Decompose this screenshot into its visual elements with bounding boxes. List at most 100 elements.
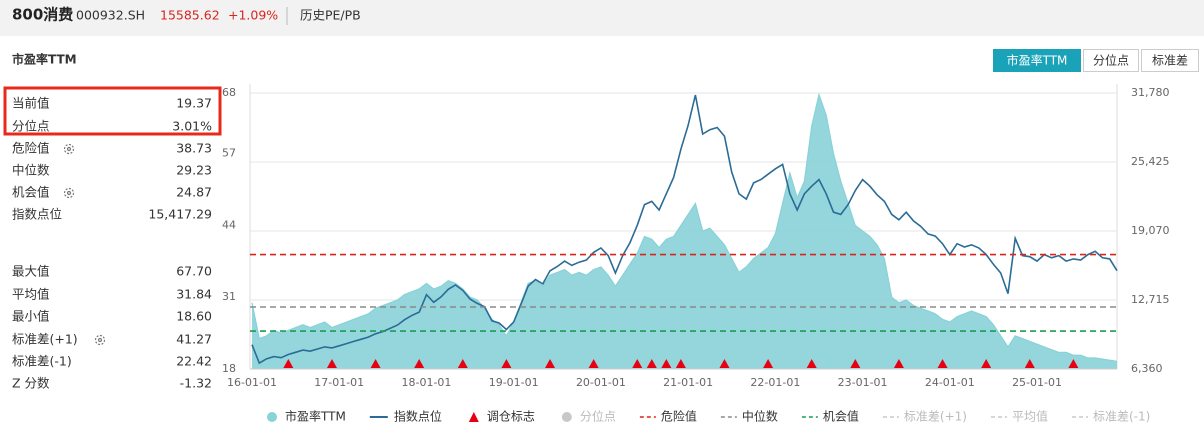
y2-tick-label: 19,070	[1131, 224, 1170, 237]
legend-label: 标准差(-1)	[1093, 410, 1150, 424]
index-change: +1.09%	[228, 8, 278, 23]
y-tick-label: 68	[222, 86, 236, 99]
stat-label: 最小值	[12, 309, 50, 324]
legend-label: 中位数	[742, 409, 778, 424]
rebalance-marker	[806, 359, 817, 368]
stat-value: -1.32	[180, 376, 212, 391]
legend-label: 指数点位	[394, 409, 442, 424]
button-label[interactable]: 分位点	[1093, 53, 1129, 68]
stat-value: 41.27	[176, 332, 212, 347]
stat-label: 中位数	[12, 163, 50, 178]
y2-tick-label: 6,360	[1131, 362, 1163, 375]
legend-item[interactable]: 市盈率TTM	[267, 409, 346, 424]
rebalance-marker	[981, 359, 992, 368]
legend-item[interactable]: 危险值	[639, 409, 697, 424]
legend-icon	[561, 412, 572, 422]
area-edge	[251, 92, 1118, 362]
x-tick-label: 16-01-01	[227, 376, 277, 389]
stat-value: 18.60	[176, 309, 212, 324]
rebalance-marker	[283, 359, 294, 368]
stat-value: 38.73	[176, 141, 212, 156]
y-tick-label: 31	[222, 290, 236, 303]
legend-label: 分位点	[580, 409, 616, 424]
button-label[interactable]: 市盈率TTM	[1007, 53, 1068, 68]
stat-label: 机会值	[12, 185, 50, 200]
tab[interactable]: 历史PE/PB	[300, 8, 361, 23]
x-tick-label: 18-01-01	[401, 376, 451, 389]
x-tick-label: 17-01-01	[314, 376, 364, 389]
button[interactable]	[1083, 49, 1139, 72]
legend-item[interactable]: 标准差(-1)	[1071, 410, 1150, 424]
index-price: 15585.62	[160, 8, 220, 23]
stat-label: Z 分数	[12, 376, 50, 391]
y2-tick-label: 31,780	[1131, 86, 1170, 99]
legend-label: 机会值	[823, 409, 859, 424]
stat-value: 3.01%	[172, 119, 212, 134]
x-tick-label: 24-01-01	[925, 376, 975, 389]
legend-item[interactable]: 指数点位	[369, 409, 442, 424]
rebalance-marker	[326, 359, 337, 368]
gear-icon[interactable]	[66, 146, 72, 152]
gear-icon[interactable]	[94, 334, 106, 346]
gear-icon[interactable]	[63, 143, 75, 155]
legend-item[interactable]: 分位点	[561, 409, 616, 424]
legend-label: 平均值	[1012, 409, 1048, 424]
gear-icon[interactable]	[63, 187, 75, 199]
stat-label: 标准差(-1)	[12, 354, 72, 369]
legend-item[interactable]: 标准差(+1)	[882, 410, 967, 424]
y-tick-label: 44	[222, 218, 236, 231]
rebalance-marker	[646, 359, 657, 368]
legend-item[interactable]: 调仓标志	[468, 410, 535, 424]
legend-label: 调仓标志	[487, 410, 535, 424]
stat-value: 67.70	[176, 264, 212, 279]
gear-icon[interactable]	[97, 337, 103, 343]
stat-label: 指数点位	[12, 207, 62, 222]
gear-icon[interactable]	[66, 190, 72, 196]
legend-icon	[468, 412, 479, 422]
x-tick-label: 21-01-01	[663, 376, 713, 389]
index-name: 800消费	[12, 6, 73, 24]
x-tick-label: 23-01-01	[838, 376, 888, 389]
stat-label: 最大值	[12, 264, 50, 279]
button-label[interactable]: 标准差	[1152, 54, 1188, 68]
rebalance-marker	[937, 359, 948, 368]
y-tick-label: 18	[222, 362, 236, 375]
rebalance-marker	[1024, 359, 1035, 368]
rebalance-marker	[675, 359, 686, 368]
rebalance-marker	[1068, 359, 1079, 368]
stat-value: 29.23	[176, 163, 212, 178]
x-tick-label: 19-01-01	[489, 376, 539, 389]
rebalance-marker	[588, 359, 599, 368]
rebalance-marker	[893, 359, 904, 368]
index-code: 000932.SH	[76, 8, 145, 23]
header-bar	[0, 0, 1204, 36]
rebalance-marker	[370, 359, 381, 368]
legend-item[interactable]: 中位数	[720, 409, 778, 424]
legend-item[interactable]: 机会值	[801, 409, 859, 424]
stats-panel: 当前值 19.37 分位点 3.01% 危险值 38.73 中位数 29.23 …	[3, 86, 222, 391]
rebalance-marker	[457, 359, 468, 368]
rebalance-marker	[632, 359, 643, 368]
legend-item[interactable]: 平均值	[990, 409, 1048, 424]
y-tick-label: 57	[222, 147, 236, 160]
stat-label: 分位点	[12, 119, 50, 134]
rebalance-marker	[719, 359, 730, 368]
section-title: 市盈率TTM	[12, 52, 77, 67]
button[interactable]	[1141, 49, 1199, 72]
legend-label: 危险值	[661, 409, 697, 424]
x-tick-label: 20-01-01	[576, 376, 626, 389]
button-active[interactable]	[993, 49, 1081, 72]
rebalance-marker	[763, 359, 774, 368]
x-tick-label: 25-01-01	[1012, 376, 1062, 389]
stat-label: 危险值	[12, 141, 50, 156]
stat-label: 平均值	[12, 287, 50, 302]
line	[251, 94, 1118, 365]
rebalance-marker	[850, 359, 861, 368]
rebalance-marker	[545, 359, 556, 368]
stat-label: 当前值	[12, 96, 50, 111]
stat-value: 22.42	[176, 354, 212, 369]
x-tick-label: 22-01-01	[750, 376, 800, 389]
rebalance-marker	[501, 359, 512, 368]
